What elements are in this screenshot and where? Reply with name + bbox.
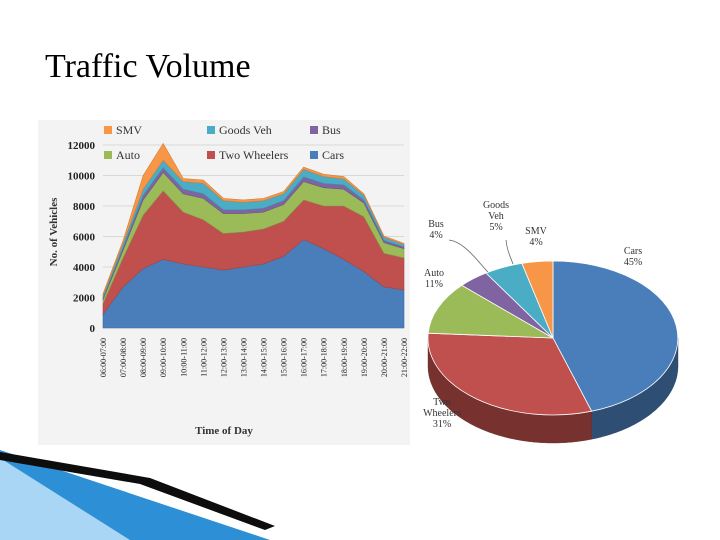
pie-label: 31% [433,419,451,430]
legend-swatch [104,126,112,134]
pie-chart-labels: Cars45%TwoWheelers31%Auto11%Bus4%GoodsVe… [423,200,642,430]
pie-label: Goods [483,200,509,211]
pie-slice-smv [521,260,554,339]
pie-slice-auto [427,284,554,339]
pie-label: 4% [529,237,542,248]
pie-slice-cars [552,260,679,412]
pie-label: SMV [525,226,547,237]
legend-label: SMV [116,123,142,137]
pie-label: Auto [424,268,444,279]
legend-label: Bus [322,123,341,137]
y-tick-label: 8000 [73,201,96,213]
pie-label: Cars [624,246,642,257]
x-tick-label: 21:00-22:00 [400,338,409,377]
x-tick-label: 18:00-19:00 [340,338,349,377]
legend-swatch [310,151,318,159]
x-tick-label: 13:00-14:00 [239,338,248,377]
pie-leader-line [448,239,489,273]
x-tick-label: 15:00-16:00 [280,338,289,377]
y-tick-label: 12000 [68,140,96,152]
pie-label: Wheelers [423,408,461,419]
pie-label: 45% [624,257,642,268]
x-tick-label: 16:00-17:00 [300,338,309,377]
y-tick-label: 4000 [73,262,96,274]
decorative-wave [0,450,275,540]
legend-label: Auto [116,148,140,162]
y-axis-label: No. of Vehicles [48,197,60,266]
area-series-smv [102,142,405,297]
pie-slice-two-wheelers [427,332,593,416]
pie-chart: Cars45%TwoWheelers31%Auto11%Bus4%GoodsVe… [423,200,679,444]
area-chart-y-axis: 0 2000 4000 6000 8000 10000 12000 [68,140,96,335]
pie-label: Bus [428,219,444,230]
legend-swatch [207,126,215,134]
y-tick-label: 6000 [73,232,96,244]
x-tick-label: 17:00-18:00 [320,338,329,377]
pie-label: 5% [489,222,502,233]
area-chart-x-axis: 06:00-07:00 07:00-08:00 08:00-09:00 09:00-1… [99,338,409,377]
pie-chart-slices [427,260,679,444]
wave-dark-stroke [0,452,275,530]
y-tick-label: 0 [90,323,96,335]
x-tick-label: 08:00-09:00 [139,338,148,377]
legend-label: Cars [322,148,344,162]
pie-label: Two [433,397,451,408]
pie-leader-line [505,239,514,265]
area-chart-legend: SMV Goods Veh Bus Auto Two Wheelers Cars [104,123,344,162]
y-tick-label: 10000 [68,171,96,183]
area-chart-series [102,142,405,329]
legend-swatch [104,151,112,159]
x-tick-label: 09:00-10:00 [159,338,168,377]
slide-title: Traffic Volume [45,48,251,85]
x-tick-label: 12:00-13:00 [219,338,228,377]
pie-label: Veh [488,211,504,222]
x-tick-label: 20:00-21:00 [380,338,389,377]
x-tick-label: 19:00-20:00 [360,338,369,377]
legend-swatch [310,126,318,134]
legend-label: Goods Veh [219,123,272,137]
y-tick-label: 2000 [73,293,96,305]
x-tick-label: 10:00-11:00 [179,338,188,377]
legend-label: Two Wheelers [219,148,289,162]
wave-light-band [0,458,130,540]
x-tick-label: 11:00-12:00 [199,338,208,377]
x-axis-label: Time of Day [195,425,253,437]
x-tick-label: 14:00-15:00 [260,338,269,377]
legend-swatch [207,151,215,159]
x-tick-label: 07:00-08:00 [119,338,128,377]
x-tick-label: 06:00-07:00 [99,338,108,377]
pie-label: 11% [425,279,443,290]
pie-label: 4% [429,230,442,241]
